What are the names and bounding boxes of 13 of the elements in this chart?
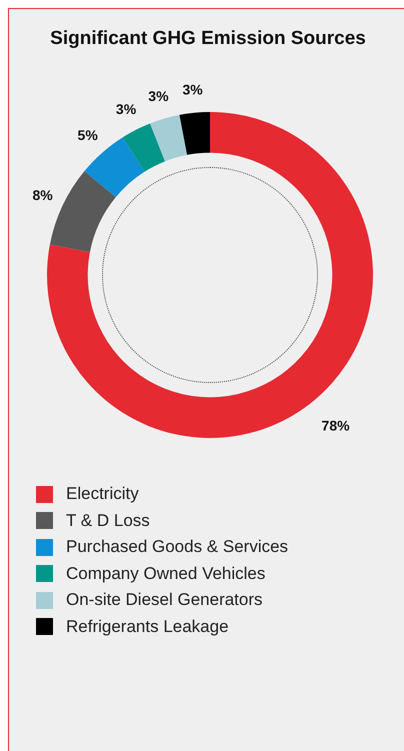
data-label: 8% (32, 187, 54, 204)
data-label: 78% (322, 418, 350, 434)
data-label: 3% (116, 101, 137, 118)
legend-label: Electricity (66, 484, 139, 504)
legend-label: Refrigerants Leakage (66, 616, 229, 637)
legend-label: Company Owned Vehicles (66, 564, 266, 584)
legend-label: T & D Loss (66, 510, 150, 531)
legend-label: On-site Diesel Generators (66, 590, 263, 610)
data-label: 5% (78, 127, 98, 144)
data-label: 3% (148, 88, 170, 104)
chart-title: Significant GHG Emission Sources (49, 28, 367, 50)
legend-label: Purchased Goods & Services (66, 537, 288, 558)
data-label: 3% (182, 82, 204, 98)
